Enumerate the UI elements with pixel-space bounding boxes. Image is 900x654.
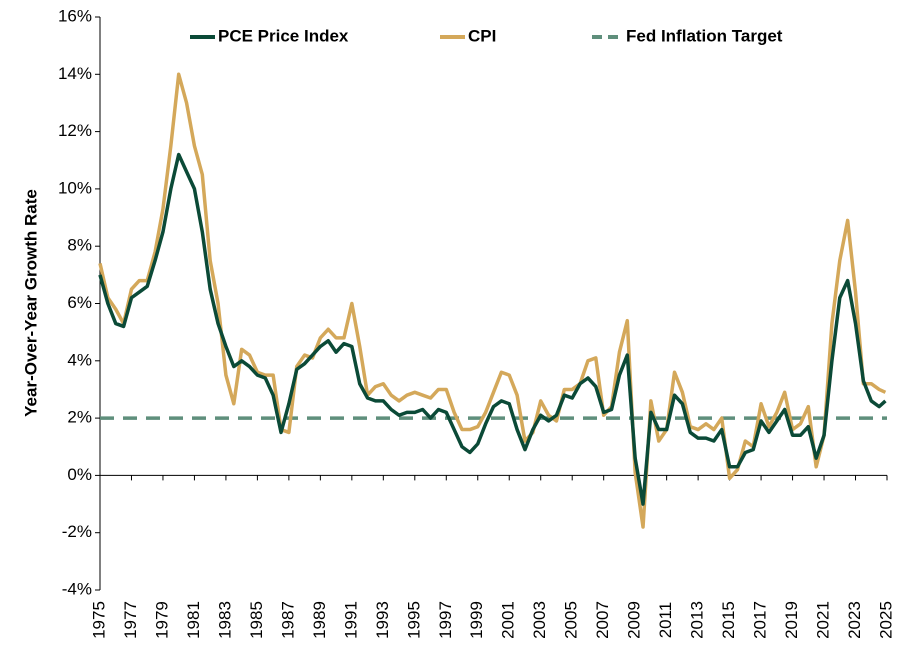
x-tick-label: 1977 [121, 601, 140, 639]
y-tick-label: 10% [58, 178, 92, 197]
y-tick-label: 4% [67, 350, 92, 369]
x-tick-label: 1995 [404, 601, 423, 639]
x-tick-label: 1987 [278, 601, 297, 639]
x-tick-label: 2019 [782, 601, 801, 639]
x-tick-label: 1997 [436, 601, 455, 639]
x-tick-label: 2025 [876, 601, 895, 639]
x-tick-label: 2017 [751, 601, 770, 639]
y-tick-label: 2% [67, 408, 92, 427]
legend-label: PCE Price Index [218, 26, 349, 45]
x-tick-label: 2021 [814, 601, 833, 639]
x-tick-label: 2013 [688, 601, 707, 639]
x-tick-label: 2001 [499, 601, 518, 639]
x-tick-label: 1981 [184, 601, 203, 639]
x-tick-label: 2007 [593, 601, 612, 639]
x-tick-label: 1975 [89, 601, 108, 639]
x-tick-label: 1983 [215, 601, 234, 639]
y-axis-title: Year-Over-Year Growth Rate [21, 189, 40, 417]
x-tick-label: 2005 [562, 601, 581, 639]
y-tick-label: 12% [58, 121, 92, 140]
x-tick-label: 1991 [341, 601, 360, 639]
y-tick-label: -2% [62, 522, 92, 541]
x-tick-label: 1993 [373, 601, 392, 639]
x-tick-label: 1999 [467, 601, 486, 639]
x-tick-label: 2023 [845, 601, 864, 639]
y-tick-label: -4% [62, 579, 92, 598]
x-tick-label: 1989 [310, 601, 329, 639]
y-tick-label: 6% [67, 293, 92, 312]
y-tick-label: 14% [58, 64, 92, 83]
y-tick-label: 0% [67, 465, 92, 484]
x-tick-label: 1979 [152, 601, 171, 639]
y-tick-label: 8% [67, 236, 92, 255]
y-tick-label: 16% [58, 6, 92, 25]
x-tick-label: 2009 [625, 601, 644, 639]
legend-label: Fed Inflation Target [626, 26, 783, 45]
x-tick-label: 1985 [247, 601, 266, 639]
series-line [98, 72, 887, 529]
legend-label: CPI [468, 26, 496, 45]
x-tick-label: 2011 [656, 602, 675, 639]
x-tick-label: 2003 [530, 601, 549, 639]
series-line [98, 152, 887, 506]
x-tick-label: 2015 [719, 601, 738, 639]
